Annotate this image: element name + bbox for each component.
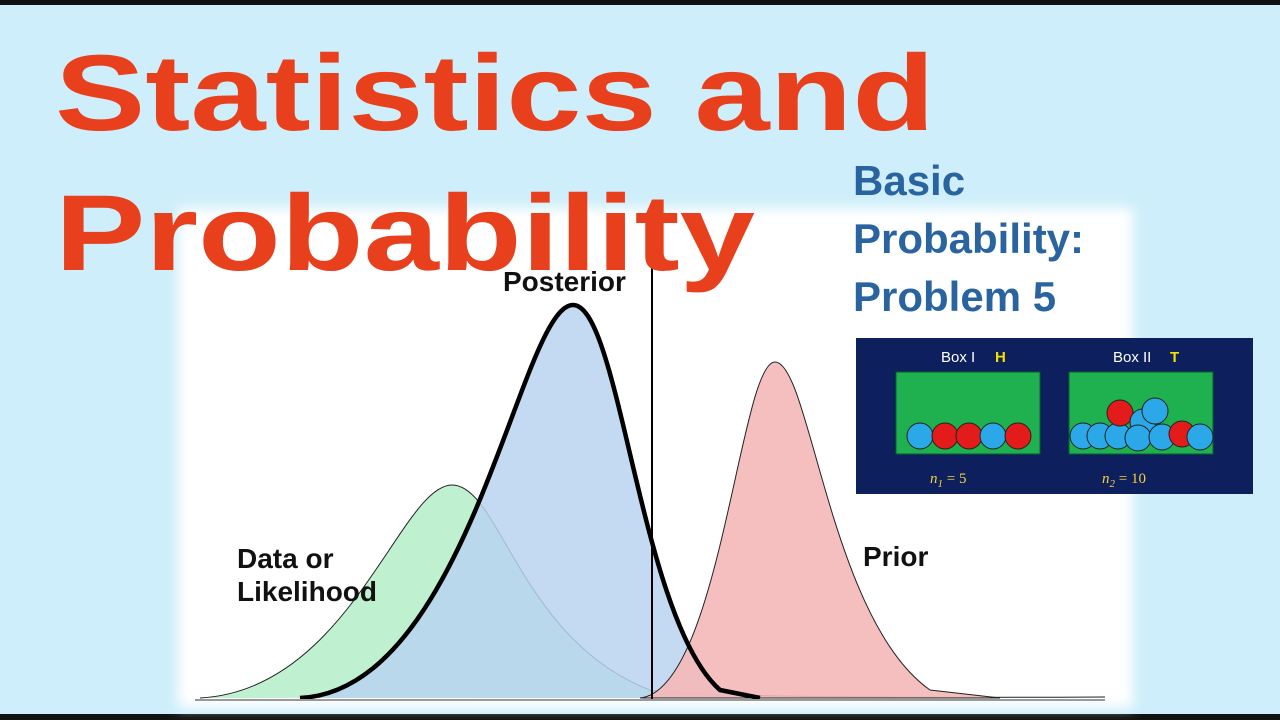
subtitle: Basic (853, 157, 965, 204)
box-side: T (1170, 349, 1179, 366)
ball (955, 422, 983, 450)
box-figure: Box I H Box II T n1 = 5 n2 = 10 (856, 338, 1253, 494)
n-subscript: 1 (938, 478, 944, 490)
bottom-border (0, 714, 1280, 720)
subtitle: Probability: (853, 215, 1084, 262)
posterior-label: Posterior (503, 266, 626, 297)
box-count: n1 = 5 (930, 471, 966, 490)
posterior-curve (299, 302, 761, 701)
title: Probability (55, 172, 755, 293)
top-border (0, 0, 1280, 5)
ball (906, 422, 934, 450)
prior-curve (639, 361, 1001, 699)
n-value: = 10 (1115, 471, 1146, 487)
box-side: H (995, 349, 1006, 366)
ball (1124, 424, 1152, 452)
ball (931, 422, 959, 450)
ball (979, 422, 1007, 450)
box-name: Box II (1113, 349, 1151, 366)
n-symbol: n (930, 471, 938, 487)
n-subscript: 2 (1110, 478, 1116, 490)
distribution-plot: Posterior Data or Likelihood Prior (195, 262, 1106, 701)
balls (906, 397, 1214, 452)
n-symbol: n (1102, 471, 1110, 487)
ball (1106, 399, 1134, 427)
likelihood-label: Likelihood (237, 576, 377, 607)
likelihood-label: Data or (237, 543, 334, 574)
ball (1141, 397, 1169, 425)
box-count: n2 = 10 (1102, 471, 1146, 490)
ball (1004, 422, 1032, 450)
subtitle: Problem 5 (853, 273, 1056, 320)
posterior-fill (300, 305, 760, 698)
n-value: = 5 (943, 471, 966, 487)
prior-label: Prior (863, 541, 928, 572)
box-name: Box I (941, 349, 975, 366)
ball (1186, 423, 1214, 451)
title: Statistics and (55, 32, 935, 153)
